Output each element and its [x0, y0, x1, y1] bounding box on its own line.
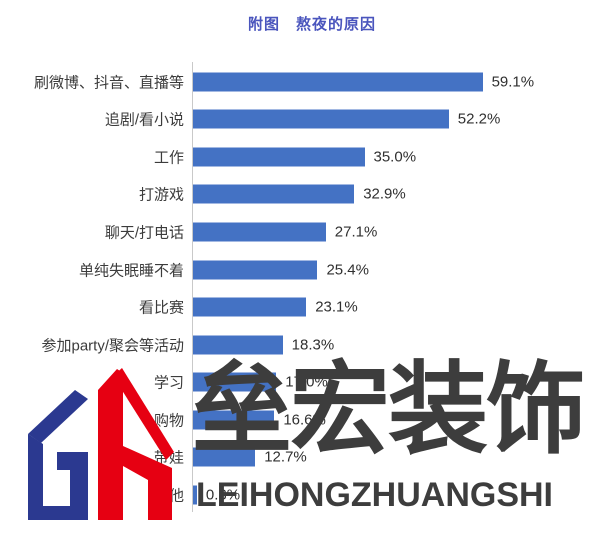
category-label: 学习 — [153, 374, 184, 392]
category-label: 看比赛 — [138, 299, 184, 317]
value-label: 18.3% — [291, 336, 335, 354]
bar — [193, 260, 318, 280]
category-label: 单纯失眠睡不着 — [78, 262, 184, 280]
bar — [193, 485, 197, 505]
value-label: 12.7% — [264, 448, 307, 466]
bar-row: 聊天/打电话 27.1% — [0, 213, 600, 251]
value-label: 23.1% — [315, 298, 358, 316]
y-axis-line — [192, 62, 193, 512]
bar — [193, 109, 449, 129]
category-label: 参加party/聚会等活动 — [41, 337, 184, 355]
bar-row: 参加party/聚会等活动 18.3% — [0, 326, 600, 364]
category-label: 刷微博、抖音、直播等 — [33, 74, 184, 92]
value-label: 16.6% — [283, 411, 326, 429]
bar — [193, 222, 326, 242]
bar — [193, 447, 256, 467]
category-label: 聊天/打电话 — [104, 224, 184, 242]
bar — [193, 372, 277, 392]
category-label: 追剧/看小说 — [104, 111, 184, 129]
value-label: 32.9% — [363, 185, 406, 203]
value-label: 35.0% — [373, 148, 417, 166]
category-label: 打游戏 — [138, 186, 184, 204]
bar-row: 单纯失眠睡不着 25.4% — [0, 251, 600, 289]
category-label: 带娃 — [153, 449, 184, 467]
bar — [193, 335, 283, 355]
value-label: 27.1% — [334, 223, 378, 241]
bar-row: 看比赛 23.1% — [0, 288, 600, 326]
value-label: 17.0% — [285, 373, 328, 391]
category-label: 购物 — [153, 412, 184, 430]
bar-row: 刷微博、抖音、直播等 59.1% — [0, 63, 600, 101]
value-label: 52.2% — [457, 110, 501, 128]
bar — [193, 410, 275, 430]
value-label: 59.1% — [491, 73, 535, 91]
bar — [193, 184, 355, 204]
bar-row: 打游戏 32.9% — [0, 176, 600, 214]
bar-row: 其他 0.8% — [0, 476, 600, 514]
bar-row: 追剧/看小说 52.2% — [0, 101, 600, 139]
chart-title: 附图 熬夜的原因 — [247, 16, 376, 33]
value-label: 25.4% — [326, 261, 369, 279]
bar-row: 购物 16.6% — [0, 401, 600, 439]
bar — [193, 297, 307, 317]
category-label: 工作 — [153, 149, 184, 167]
bar-row: 学习 17.0% — [0, 363, 600, 401]
category-label: 其他 — [153, 487, 184, 505]
bar-row: 工作 35.0% — [0, 138, 600, 176]
bar — [193, 147, 365, 167]
value-label: 0.8% — [205, 486, 241, 504]
bar — [193, 72, 483, 92]
bar-row: 带娃 12.7% — [0, 439, 600, 477]
